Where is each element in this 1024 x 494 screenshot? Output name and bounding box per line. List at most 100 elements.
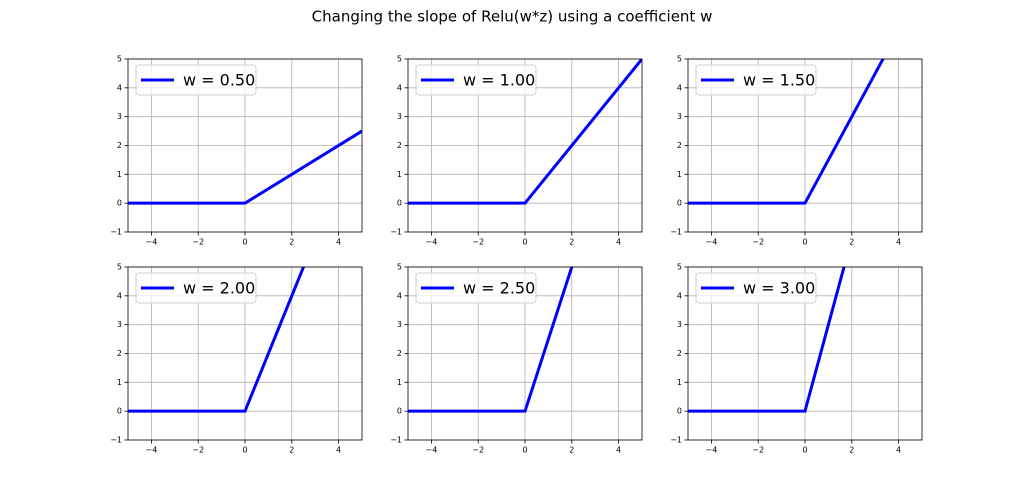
subplot: −4 −2 0 2 4 −1 0 1 2 3 4 5 w = 2.50 xyxy=(390,263,643,455)
y-tick-label: 3 xyxy=(117,112,122,121)
x-tick-label: 0 xyxy=(802,238,807,247)
y-tick-label: 1 xyxy=(117,170,122,179)
x-tick-label: −4 xyxy=(146,238,158,247)
y-tick-label: 0 xyxy=(117,199,122,208)
y-tick-label: 0 xyxy=(677,199,682,208)
y-tick-label: 0 xyxy=(677,407,682,416)
x-tick-label: −4 xyxy=(706,238,718,247)
y-tick-label: −1 xyxy=(390,436,402,445)
x-tick-label: 2 xyxy=(849,238,854,247)
subplot: −4 −2 0 2 4 −1 0 1 2 3 4 5 w = 3.00 xyxy=(670,263,923,455)
legend-box xyxy=(415,272,537,304)
y-tick-label: −1 xyxy=(110,436,122,445)
x-tick-label: −2 xyxy=(192,446,204,455)
y-tick-label: 1 xyxy=(397,378,402,387)
x-tick-label: −4 xyxy=(426,238,438,247)
y-tick-label: −1 xyxy=(390,228,402,237)
x-tick-label: 4 xyxy=(896,238,901,247)
y-tick-label: 5 xyxy=(117,263,122,272)
y-tick-label: 4 xyxy=(677,83,682,92)
x-tick-label: 0 xyxy=(242,446,247,455)
x-tick-label: 4 xyxy=(336,446,341,455)
line xyxy=(688,267,846,413)
x-tick-label: 2 xyxy=(569,238,574,247)
y-tick-label: 5 xyxy=(677,263,682,272)
legend-box xyxy=(135,64,257,96)
x-tick-label: −2 xyxy=(752,446,764,455)
y-tick-label: 2 xyxy=(677,141,682,150)
legend-label: w = 2.50 xyxy=(463,279,535,298)
legend-box xyxy=(135,272,257,304)
x-tick-label: 2 xyxy=(849,446,854,455)
y-tick-label: 3 xyxy=(397,112,402,121)
x-tick-label: −2 xyxy=(192,238,204,247)
y-tick-label: 0 xyxy=(117,407,122,416)
y-tick-label: 5 xyxy=(397,55,402,64)
x-tick-label: 4 xyxy=(616,446,621,455)
x-tick-label: 0 xyxy=(522,238,527,247)
x-tick-label: 0 xyxy=(242,238,247,247)
y-tick-label: 3 xyxy=(117,320,122,329)
y-tick-label: 4 xyxy=(117,291,122,300)
line xyxy=(128,129,362,205)
x-tick-label: −2 xyxy=(472,446,484,455)
line xyxy=(408,59,642,205)
axes-frame xyxy=(407,58,643,233)
legend-box xyxy=(695,272,817,304)
axes-frame xyxy=(407,266,643,441)
y-tick-label: 3 xyxy=(397,320,402,329)
y-tick-label: 4 xyxy=(117,83,122,92)
y-tick-label: 0 xyxy=(397,407,402,416)
y-tick-label: 2 xyxy=(397,141,402,150)
x-tick-label: 2 xyxy=(569,446,574,455)
y-tick-label: 5 xyxy=(397,263,402,272)
legend-label: w = 1.00 xyxy=(463,71,535,90)
y-tick-label: 1 xyxy=(117,378,122,387)
subplot: −4 −2 0 2 4 −1 0 1 2 3 4 5 w = 0.50 xyxy=(110,55,363,247)
y-tick-label: 3 xyxy=(677,112,682,121)
line xyxy=(408,267,574,413)
y-tick-label: −1 xyxy=(670,228,682,237)
legend-label: w = 3.00 xyxy=(743,279,815,298)
axes-frame xyxy=(687,58,923,233)
legend-label: w = 0.50 xyxy=(183,71,255,90)
legend-box xyxy=(415,64,537,96)
x-tick-label: 4 xyxy=(336,238,341,247)
y-tick-label: 5 xyxy=(117,55,122,64)
y-tick-label: 2 xyxy=(677,349,682,358)
y-tick-label: 3 xyxy=(677,320,682,329)
axes-frame xyxy=(127,58,363,233)
line xyxy=(128,267,306,413)
x-tick-label: −4 xyxy=(146,446,158,455)
y-tick-label: 1 xyxy=(677,378,682,387)
x-tick-label: 0 xyxy=(802,446,807,455)
y-tick-label: −1 xyxy=(110,228,122,237)
x-tick-label: 4 xyxy=(896,446,901,455)
subplot: −4 −2 0 2 4 −1 0 1 2 3 4 5 w = 1.00 xyxy=(390,55,643,247)
y-tick-label: −1 xyxy=(670,436,682,445)
y-tick-label: 2 xyxy=(117,141,122,150)
y-tick-label: 4 xyxy=(677,291,682,300)
x-tick-label: 2 xyxy=(289,446,294,455)
x-tick-label: −4 xyxy=(426,446,438,455)
y-tick-label: 1 xyxy=(677,170,682,179)
y-tick-label: 4 xyxy=(397,83,402,92)
y-tick-label: 2 xyxy=(397,349,402,358)
x-tick-label: 2 xyxy=(289,238,294,247)
x-tick-label: −2 xyxy=(472,238,484,247)
figure-title: Changing the slope of Relu(w*z) using a … xyxy=(312,8,713,26)
x-tick-label: 4 xyxy=(616,238,621,247)
y-tick-label: 5 xyxy=(677,55,682,64)
y-tick-label: 4 xyxy=(397,291,402,300)
y-tick-label: 1 xyxy=(397,170,402,179)
axes-frame xyxy=(687,266,923,441)
axes-frame xyxy=(127,266,363,441)
legend-box xyxy=(695,64,817,96)
x-tick-label: 0 xyxy=(522,446,527,455)
y-tick-label: 2 xyxy=(117,349,122,358)
x-tick-label: −4 xyxy=(706,446,718,455)
subplot: −4 −2 0 2 4 −1 0 1 2 3 4 5 w = 1.50 xyxy=(670,55,923,247)
y-tick-label: 0 xyxy=(397,199,402,208)
legend-label: w = 2.00 xyxy=(183,279,255,298)
